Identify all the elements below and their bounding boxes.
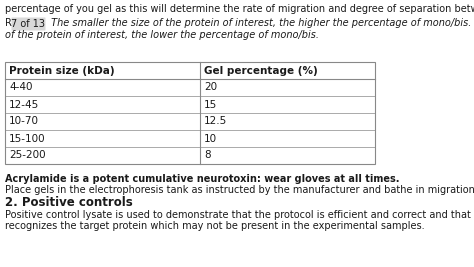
Text: 8: 8	[204, 151, 210, 160]
Text: recognizes the target protein which may not be present in the experimental sampl: recognizes the target protein which may …	[5, 221, 425, 231]
Text: 7 of 13: 7 of 13	[11, 19, 46, 29]
Bar	[5, 62, 375, 164]
Text: percentage of you gel as this will determine the rate of migration and degree of: percentage of you gel as this will deter…	[5, 4, 474, 14]
Text: 4-40: 4-40	[9, 83, 33, 92]
Text: 12.5: 12.5	[204, 116, 227, 127]
Text: 10-70: 10-70	[9, 116, 39, 127]
Text: Protein size (kDa): Protein size (kDa)	[9, 65, 115, 76]
Text: Place gels in the electrophoresis tank as instructed by the manufacturer and bat: Place gels in the electrophoresis tank a…	[5, 185, 474, 195]
Text: 2. Positive controls: 2. Positive controls	[5, 196, 133, 209]
Text: 20: 20	[204, 83, 217, 92]
Text: Acrylamide is a potent cumulative neurotoxin: wear gloves at all times.: Acrylamide is a potent cumulative neurot…	[5, 174, 400, 184]
Text: Gel percentage (%): Gel percentage (%)	[204, 65, 318, 76]
Text: The smaller the size of the protein of interest, the higher the percentage of mo: The smaller the size of the protein of i…	[48, 18, 474, 28]
Text: 25-200: 25-200	[9, 151, 46, 160]
Text: 15-100: 15-100	[9, 134, 46, 143]
Text: 15: 15	[204, 100, 217, 109]
Text: of the protein of interest, the lower the percentage of mono/bis.: of the protein of interest, the lower th…	[5, 30, 319, 40]
Text: 12-45: 12-45	[9, 100, 39, 109]
Text: 10: 10	[204, 134, 217, 143]
Text: R: R	[5, 18, 12, 28]
FancyBboxPatch shape	[11, 18, 46, 30]
Text: Positive control lysate is used to demonstrate that the protocol is efficient an: Positive control lysate is used to demon…	[5, 210, 474, 220]
